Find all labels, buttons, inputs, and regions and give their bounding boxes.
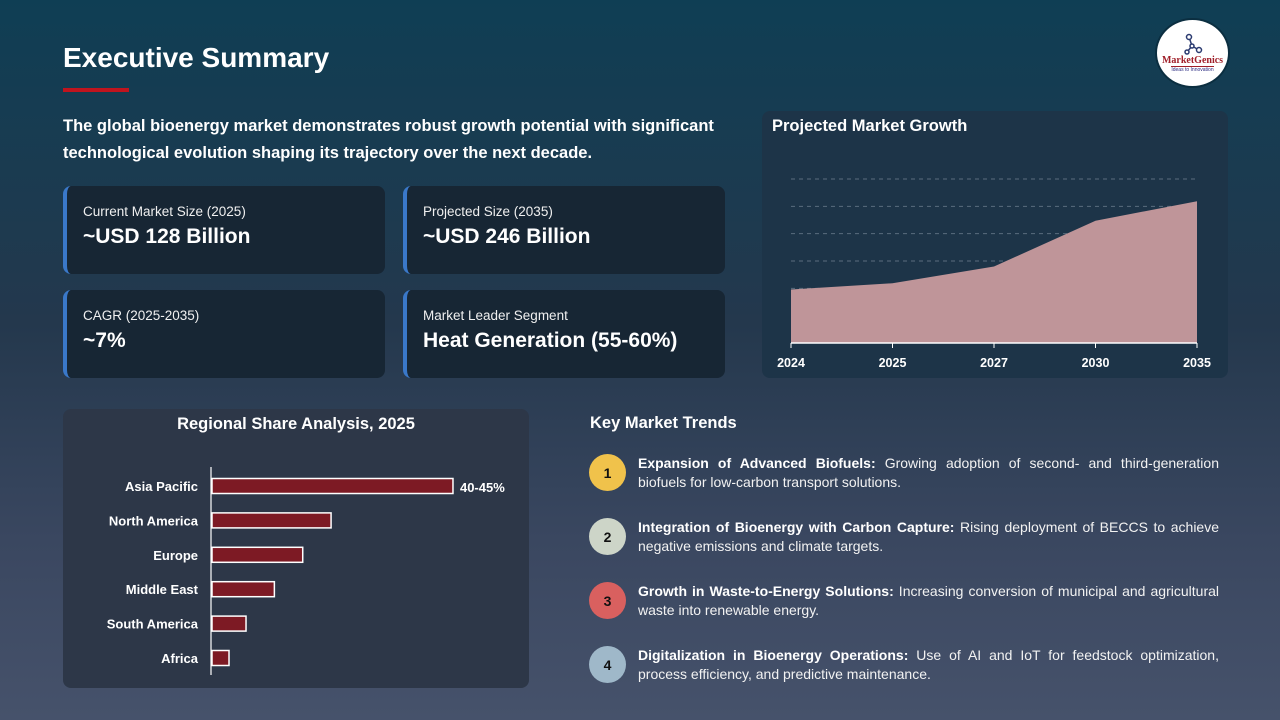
x-tick-label: 2025 bbox=[879, 356, 907, 370]
kpi-label: Projected Size (2035) bbox=[423, 204, 553, 219]
trend-description: Growing adoption of second- and third-ge… bbox=[638, 455, 1219, 490]
trend-heading: Expansion of Advanced Biofuels: bbox=[638, 455, 876, 471]
bar bbox=[211, 580, 276, 598]
trend-description: Increasing conversion of municipal and a… bbox=[638, 583, 1219, 618]
kpi-card-cagr: CAGR (2025-2035) ~7% bbox=[63, 290, 385, 378]
logo-text: MarketGenics bbox=[1161, 55, 1224, 66]
intro-text: The global bioenergy market demonstrates… bbox=[63, 117, 714, 162]
kpi-value: ~7% bbox=[83, 329, 126, 352]
category-label: North America bbox=[109, 513, 199, 528]
x-tick-label: 2035 bbox=[1183, 356, 1211, 370]
growth-chart-panel: Projected Market Growth 2024 2025 2027 2030… bbox=[762, 111, 1228, 378]
bar bbox=[211, 649, 230, 667]
regional-chart-title: Regional Share Analysis, 2025 bbox=[177, 415, 415, 433]
category-label: Middle East bbox=[126, 582, 199, 597]
molecule-icon bbox=[1183, 33, 1202, 55]
x-tick-label: 2030 bbox=[1082, 356, 1110, 370]
bar bbox=[211, 477, 454, 495]
trend-heading: Growth in Waste-to-Energy Solutions: bbox=[638, 583, 894, 599]
trend-item: 1 Expansion of Advanced Biofuels: Growing… bbox=[589, 454, 1219, 492]
kpi-value: ~USD 128 Billion bbox=[83, 225, 251, 248]
bar bbox=[211, 546, 304, 564]
kpi-card-leader-segment: Market Leader Segment Heat Generation (55… bbox=[403, 290, 725, 378]
trend-heading: Digitalization in Bioenergy Operations: bbox=[638, 647, 909, 663]
x-tick-label: 2024 bbox=[777, 356, 805, 370]
kpi-label: CAGR (2025-2035) bbox=[83, 308, 200, 323]
growth-area-chart: 2024 2025 2027 2030 2035 bbox=[777, 178, 1211, 370]
trend-text: Digitalization in Bioenergy Operations: … bbox=[638, 646, 1219, 684]
trend-description: Rising deployment of BECCS to achieve ne… bbox=[638, 519, 1219, 554]
regional-chart-panel: Regional Share Analysis, 2025 Asia Pacif… bbox=[63, 409, 529, 688]
data-label: 40-45% bbox=[460, 480, 505, 495]
category-label: South America bbox=[107, 617, 199, 632]
growth-chart-title: Projected Market Growth bbox=[772, 117, 968, 135]
category-label: Asia Pacific bbox=[125, 479, 198, 494]
kpi-label: Current Market Size (2025) bbox=[83, 204, 246, 219]
growth-area bbox=[791, 201, 1197, 343]
trend-number-badge: 1 bbox=[589, 454, 626, 491]
regional-bar-chart: Asia Pacific 40-45% North America Europe Mid… bbox=[107, 467, 505, 675]
title-underline bbox=[63, 88, 129, 92]
trend-number-badge: 4 bbox=[589, 646, 626, 683]
trend-text: Growth in Waste-to-Energy Solutions: Inc… bbox=[638, 582, 1219, 620]
trends-title: Key Market Trends bbox=[590, 414, 737, 432]
trend-number-badge: 2 bbox=[589, 518, 626, 555]
x-tick-label: 2027 bbox=[980, 356, 1008, 370]
trend-item: 3 Growth in Waste-to-Energy Solutions: In… bbox=[589, 582, 1219, 620]
company-logo: MarketGenics Ideas to Innovation bbox=[1155, 18, 1230, 88]
trend-text: Integration of Bioenergy with Carbon Cap… bbox=[638, 518, 1219, 556]
trend-description: Use of AI and IoT for feedstock optimiza… bbox=[638, 647, 1219, 682]
category-label: Africa bbox=[161, 651, 199, 666]
bar bbox=[211, 615, 247, 632]
logo-tagline: Ideas to Innovation bbox=[1171, 66, 1214, 73]
trend-item: 2 Integration of Bioenergy with Carbon Ca… bbox=[589, 518, 1219, 556]
page-title: Executive Summary bbox=[63, 42, 330, 73]
trend-number-badge: 3 bbox=[589, 582, 626, 619]
kpi-label: Market Leader Segment bbox=[423, 308, 568, 323]
kpi-value: Heat Generation (55-60%) bbox=[423, 329, 678, 352]
bar bbox=[211, 512, 332, 529]
trend-text: Expansion of Advanced Biofuels: Growing … bbox=[638, 454, 1219, 492]
trend-item: 4 Digitalization in Bioenergy Operations:… bbox=[589, 646, 1219, 684]
trend-heading: Integration of Bioenergy with Carbon Cap… bbox=[638, 519, 955, 535]
kpi-value: ~USD 246 Billion bbox=[423, 225, 591, 248]
kpi-card-projected-size: Projected Size (2035) ~USD 246 Billion bbox=[403, 186, 725, 274]
kpi-card-current-size: Current Market Size (2025) ~USD 128 Billi… bbox=[63, 186, 385, 274]
category-label: Europe bbox=[153, 548, 198, 563]
